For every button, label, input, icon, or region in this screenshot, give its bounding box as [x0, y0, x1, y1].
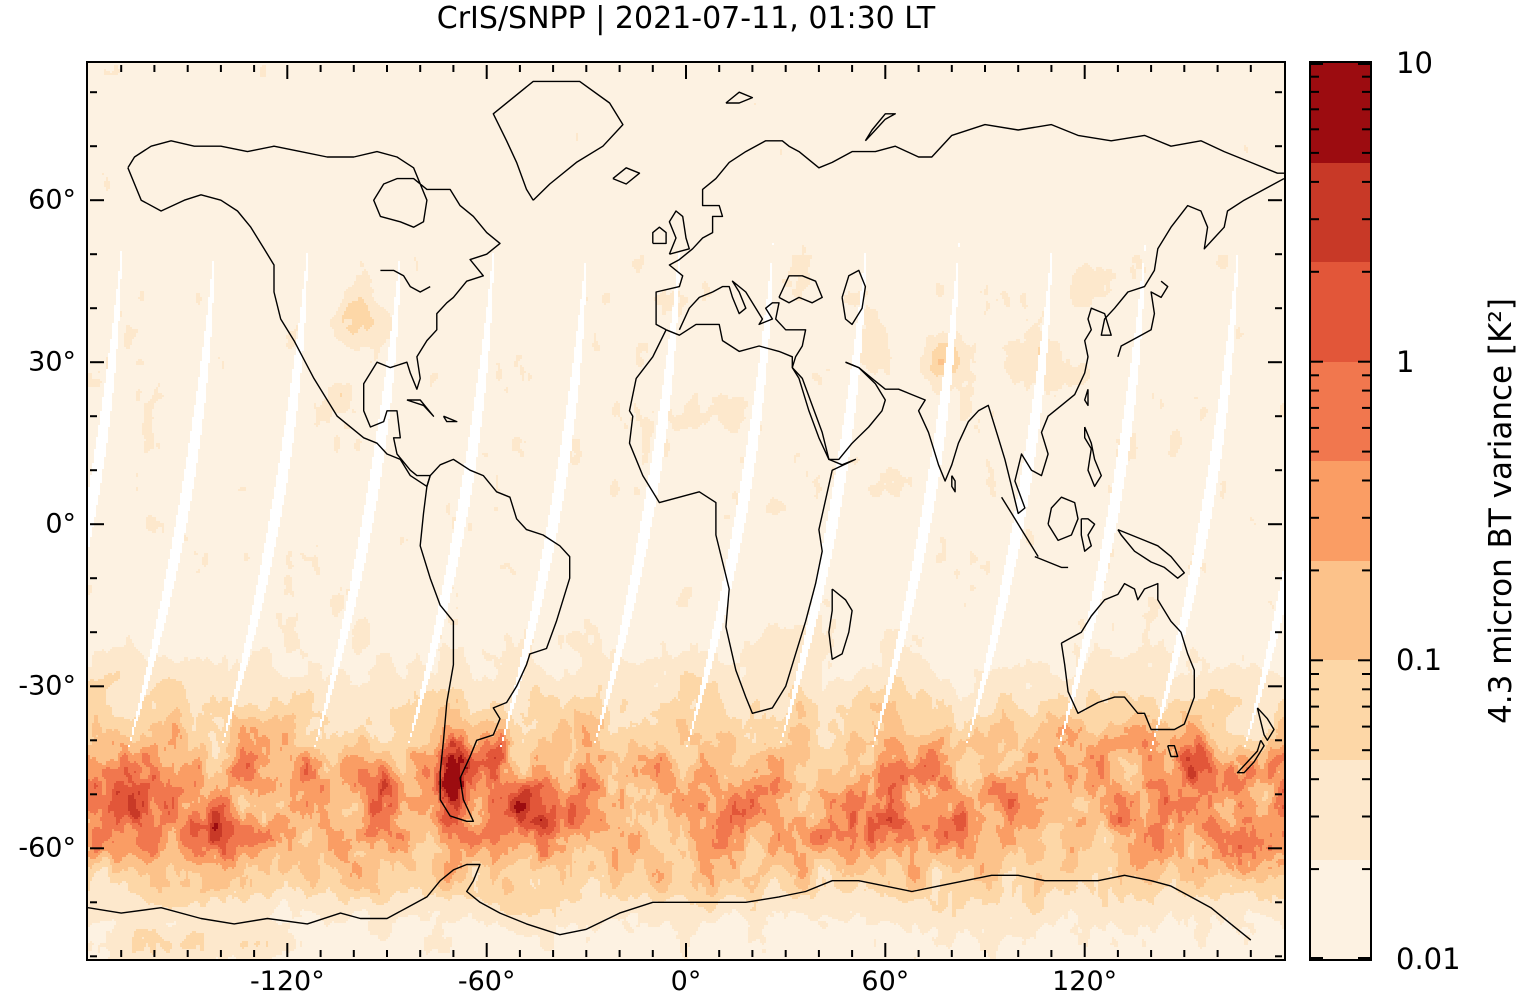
coastline-hispaniola [442, 415, 458, 423]
coastline-svalbard [725, 91, 754, 104]
coastline-nz_north [1256, 707, 1275, 741]
coastline-iceland [612, 167, 641, 185]
colorbar-ticks-svg [1311, 63, 1370, 959]
colorbar-segment [1311, 262, 1370, 362]
coastline-greenland [492, 80, 624, 201]
coastline-java [1034, 555, 1069, 569]
coastline-philippines [1084, 426, 1102, 488]
coastline-africa [628, 323, 857, 714]
figure-title: CrIS/SNPP | 2021-07-11, 01:30 LT [436, 1, 936, 36]
coastline-borneo [1047, 496, 1079, 542]
colorbar-segment [1311, 759, 1370, 860]
colorbar-segment [1311, 859, 1370, 960]
y-tick-label: -60° [18, 832, 76, 864]
colorbar-segment [1311, 660, 1370, 760]
coastlines-and-ticks-svg [88, 65, 1284, 958]
coastline-arabia [791, 361, 886, 461]
coastline-mediterranean_north [678, 280, 807, 368]
coastline-caspian_sea [841, 269, 867, 326]
x-tick-label: 60° [861, 966, 910, 997]
y-tick-label: 30° [28, 346, 76, 378]
colorbar-segment [1311, 361, 1370, 462]
colorbar-frame [1309, 61, 1372, 961]
coastline-cuba [406, 399, 435, 417]
map-frame [86, 61, 1286, 961]
coastline-madagascar [828, 588, 853, 660]
colorbar-segments [1311, 63, 1370, 960]
colorbar-tick-marks [1311, 63, 1370, 959]
colorbar-tick-label: 0.1 [1396, 643, 1443, 678]
coastline-australia [1060, 582, 1195, 731]
coastline-eurasia_north [655, 123, 1284, 331]
coastline-sulawesi [1080, 518, 1096, 552]
colorbar-segment [1311, 63, 1370, 163]
heatmap-canvas [88, 63, 1284, 959]
coastline-ireland [652, 226, 667, 245]
colorbar-segment [1311, 560, 1370, 661]
coastline-south_america [419, 458, 571, 822]
colorbar-segment [1311, 461, 1370, 561]
y-tick-label: 0° [45, 508, 76, 540]
coastline-uk [668, 210, 690, 255]
x-tick-label: -120° [249, 966, 325, 997]
x-tick-label: 0° [670, 966, 702, 997]
y-tick-label: 60° [28, 184, 76, 216]
x-tick-label: -60° [457, 966, 516, 997]
coastline-new_guinea [1117, 528, 1185, 579]
coastline-taiwan [1084, 388, 1089, 407]
colorbar-tick-label: 10 [1396, 46, 1433, 80]
coastline-japan [1117, 280, 1169, 358]
coastline-novaya_zemlya [864, 113, 896, 142]
coastline-east_asia_coast [845, 177, 1284, 515]
coastline-antarctica [88, 863, 1252, 941]
map-axis-ticks [90, 65, 1282, 958]
x-tick-label: 120° [1052, 966, 1118, 997]
coastline-nz_south [1236, 739, 1265, 774]
coastline-great_lakes [380, 269, 431, 293]
coastline-black_sea [778, 275, 823, 304]
coastline-north_america [127, 140, 501, 488]
colorbar-axis-label: 4.3 micron BT variance [K²] [1483, 298, 1519, 724]
coastline-tasmania [1167, 745, 1179, 758]
colorbar-tick-label: 0.01 [1396, 942, 1461, 976]
coastline-sri_lanka [951, 475, 956, 493]
colorbar-segment [1311, 162, 1370, 263]
colorbar-tick-label: 1 [1396, 344, 1415, 379]
y-tick-label: -30° [18, 670, 76, 702]
coastline-sumatra [1001, 496, 1039, 557]
